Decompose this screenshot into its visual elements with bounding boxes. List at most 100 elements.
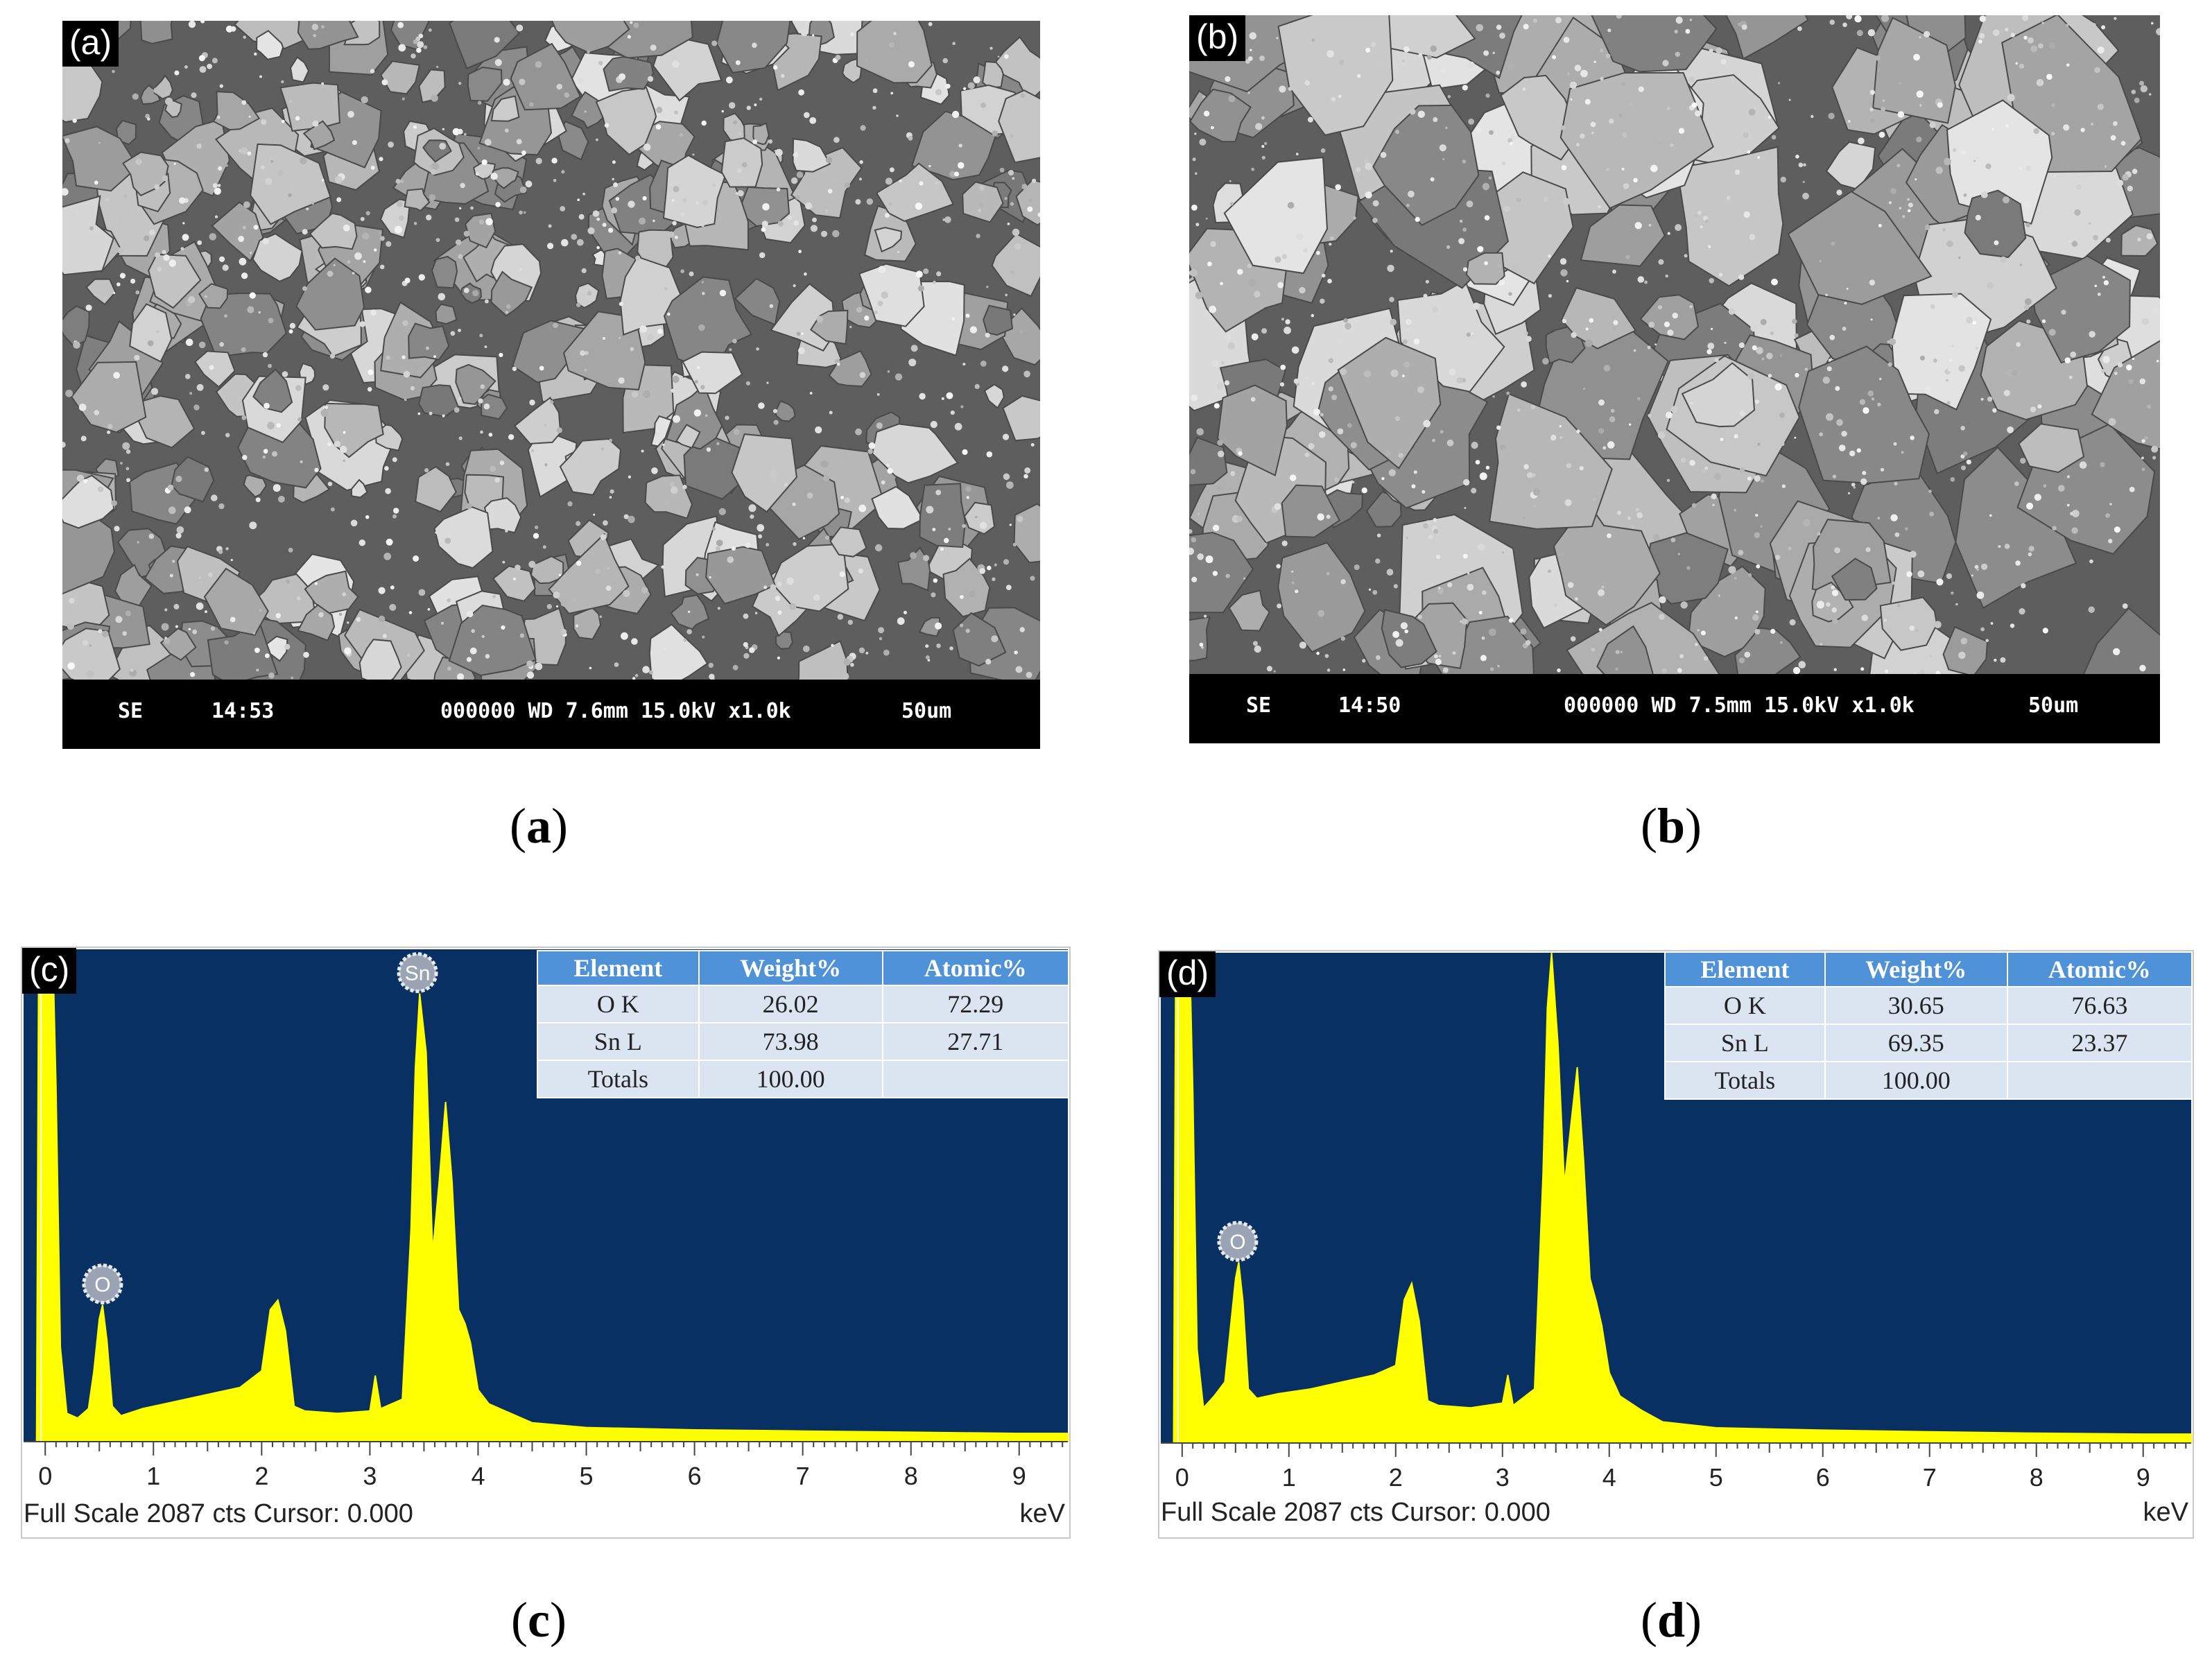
speckle	[1596, 41, 1604, 49]
speckle	[402, 320, 408, 327]
speckle	[679, 132, 684, 137]
speckle	[1190, 269, 1198, 277]
speckle	[1714, 358, 1719, 363]
speckle	[578, 214, 585, 220]
speckle	[560, 628, 567, 635]
speckle	[122, 442, 130, 450]
speckle	[1543, 196, 1549, 202]
speckle	[1195, 172, 1198, 175]
table-row: Sn L 73.98 27.71	[537, 1022, 1070, 1061]
speckle	[1738, 657, 1745, 664]
speckle	[163, 254, 170, 261]
speckle	[153, 87, 159, 94]
speckle	[329, 353, 336, 359]
sem-scale: 50um	[2028, 693, 2079, 718]
speckle	[80, 435, 87, 442]
speckle	[628, 200, 635, 208]
speckle	[1461, 618, 1468, 625]
grain	[644, 474, 693, 519]
speckle	[960, 405, 964, 408]
speckle	[457, 128, 463, 135]
speckle	[908, 359, 917, 367]
speckle	[222, 264, 229, 271]
speckle	[1347, 423, 1352, 428]
speckle	[1253, 291, 1261, 298]
speckle	[2007, 426, 2014, 433]
speckle	[1417, 110, 1425, 118]
speckle	[618, 377, 625, 384]
speckle	[2139, 378, 2146, 385]
speckle	[512, 366, 517, 372]
speckle	[609, 438, 612, 442]
grain	[159, 628, 197, 662]
speckle	[949, 320, 953, 324]
speckle	[1395, 130, 1400, 135]
speckle	[593, 513, 596, 516]
table-row: Totals 100.00	[537, 1060, 1070, 1098]
speckle	[1392, 631, 1400, 638]
speckle	[1615, 650, 1620, 655]
speckle	[2022, 15, 2029, 21]
speckle	[173, 603, 180, 610]
speckle	[262, 352, 268, 358]
speckle	[919, 181, 924, 186]
speckle	[450, 331, 456, 336]
speckle	[664, 648, 666, 651]
speckle	[1909, 551, 1917, 558]
speckle	[954, 422, 962, 431]
speckle	[1919, 671, 1926, 674]
speckle	[1308, 442, 1315, 450]
speckle	[695, 573, 699, 576]
speckle	[926, 506, 934, 514]
speckle	[612, 178, 614, 181]
speckle	[1192, 157, 1196, 162]
speckle	[2063, 124, 2070, 131]
speckle	[300, 460, 303, 463]
speckle	[1238, 451, 1243, 456]
speckle	[1902, 215, 1906, 218]
speckle	[1418, 53, 1423, 57]
speckle	[219, 342, 224, 347]
speckle	[1285, 319, 1290, 325]
grain	[207, 619, 279, 680]
speckle	[781, 74, 785, 78]
speckle	[958, 144, 962, 148]
speckle	[1276, 37, 1279, 40]
speckle	[1879, 377, 1882, 381]
speckle	[748, 504, 757, 512]
speckle	[756, 347, 759, 351]
speckle	[842, 454, 849, 462]
speckle	[1004, 197, 1008, 200]
grain	[595, 87, 657, 156]
speckle	[1856, 30, 1863, 37]
speckle	[1637, 276, 1645, 283]
speckle	[1677, 668, 1682, 673]
grain	[473, 162, 496, 180]
speckle	[1406, 203, 1410, 207]
speckle	[225, 25, 233, 33]
speckle	[885, 178, 892, 185]
speckle	[2120, 141, 2126, 146]
speckle	[2043, 484, 2047, 488]
speckle	[736, 168, 742, 173]
speckle	[2023, 35, 2028, 40]
grain	[952, 612, 1007, 667]
speckle	[86, 670, 94, 678]
speckle	[1329, 243, 1332, 246]
speckle	[1389, 297, 1394, 302]
speckle	[85, 304, 92, 311]
speckle	[1607, 441, 1615, 449]
speckle	[535, 61, 542, 68]
speckle	[344, 647, 352, 655]
speckle	[942, 218, 946, 221]
speckle	[1593, 60, 1596, 63]
speckle	[788, 215, 793, 221]
speckle	[965, 485, 971, 492]
speckle	[642, 666, 650, 673]
speckle	[1531, 473, 1536, 478]
speckle	[1752, 614, 1759, 621]
speckle	[1433, 518, 1437, 522]
sem-info: 000000 WD 7.6mm 15.0kV x1.0k	[440, 699, 791, 723]
speckle	[262, 238, 269, 245]
speckle	[379, 231, 381, 234]
